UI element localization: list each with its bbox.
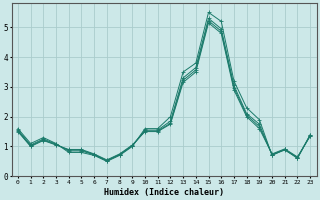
X-axis label: Humidex (Indice chaleur): Humidex (Indice chaleur) xyxy=(104,188,224,197)
